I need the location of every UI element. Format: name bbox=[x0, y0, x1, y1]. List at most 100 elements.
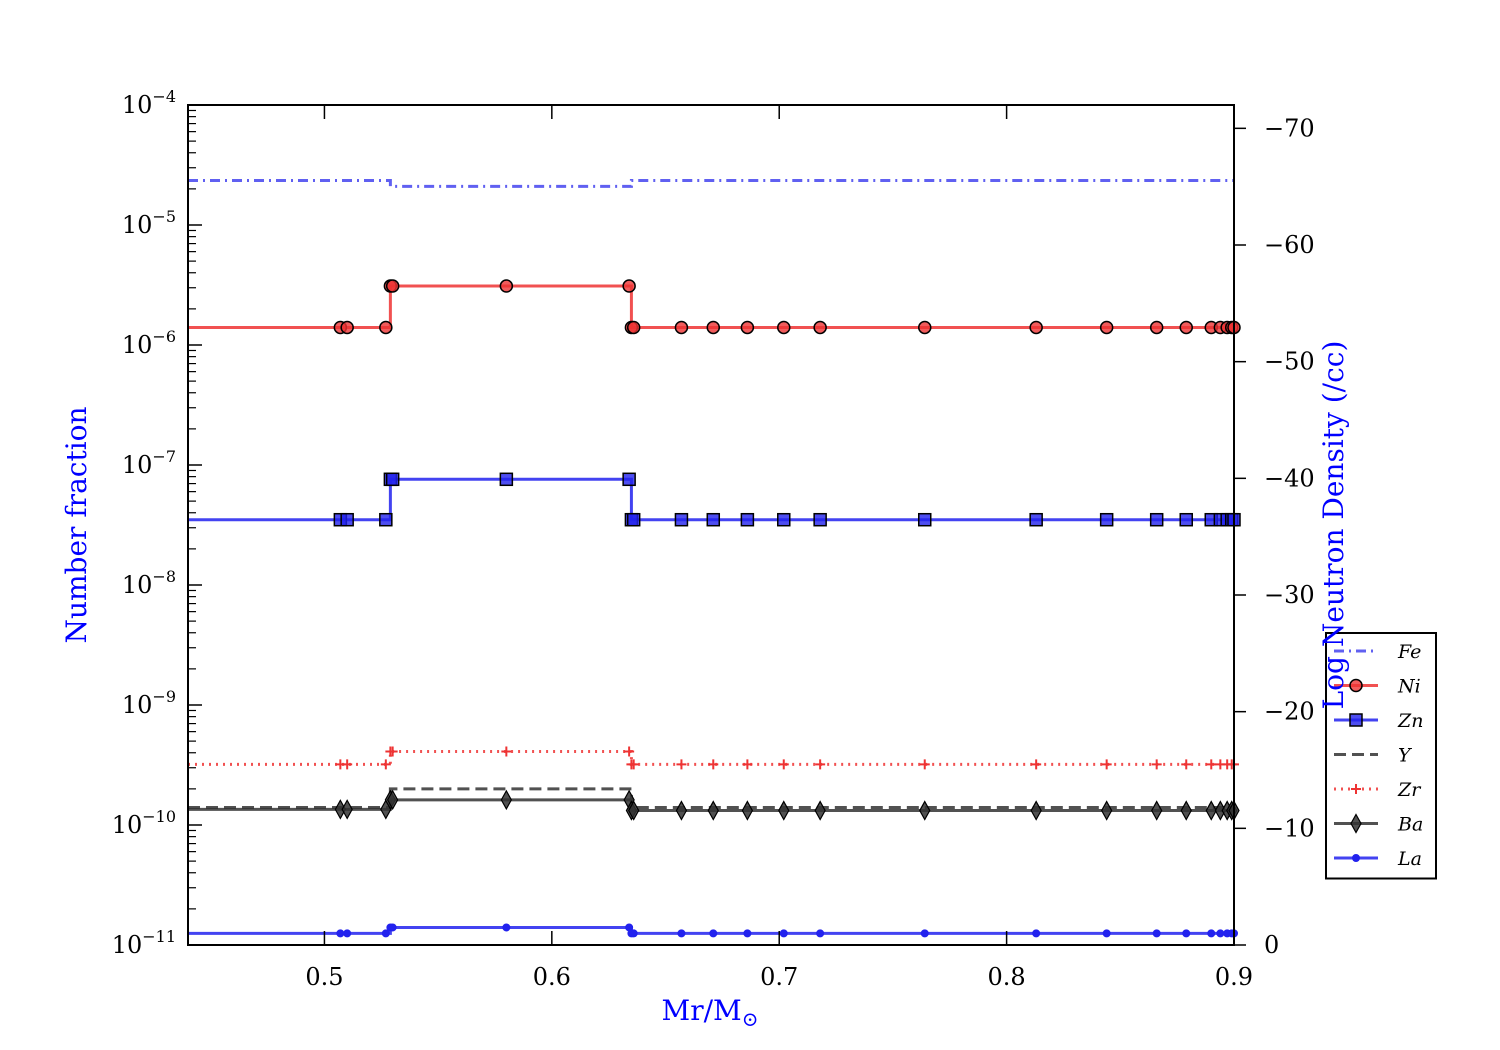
y-right-tick-label: −70 bbox=[1264, 114, 1315, 142]
marker-zn bbox=[379, 512, 393, 527]
marker-la bbox=[381, 929, 390, 938]
legend-marker-la bbox=[1352, 854, 1360, 862]
x-tick-label: 0.5 bbox=[305, 963, 343, 991]
y-left-tick-label: 10−8 bbox=[122, 567, 176, 599]
x-axis-title-sun: ⊙ bbox=[742, 1007, 759, 1031]
tick-exponent: −8 bbox=[152, 567, 176, 586]
y-right-tick-label: −20 bbox=[1264, 698, 1315, 726]
series-zn bbox=[188, 472, 1241, 527]
marker-zr bbox=[708, 759, 719, 770]
marker-zr bbox=[1181, 759, 1192, 770]
marker-la bbox=[1152, 929, 1161, 938]
marker-ni bbox=[340, 320, 354, 335]
marker-zr bbox=[1101, 759, 1112, 770]
marker-ni bbox=[706, 320, 721, 335]
marker-zn bbox=[622, 472, 636, 487]
y-right-tick-label: −50 bbox=[1264, 348, 1315, 376]
marker-la bbox=[920, 929, 929, 938]
marker-zr bbox=[342, 759, 353, 770]
marker-zr bbox=[380, 759, 391, 770]
tick-exponent: −10 bbox=[142, 807, 176, 826]
marker-zn bbox=[917, 512, 932, 527]
marker-zr bbox=[815, 759, 826, 770]
marker-ba bbox=[778, 800, 790, 821]
marker-la bbox=[1102, 929, 1111, 938]
tick-exponent: −9 bbox=[152, 687, 176, 706]
marker-zn bbox=[740, 512, 755, 527]
marker-ni bbox=[626, 320, 641, 335]
marker-zr bbox=[387, 746, 398, 757]
y-left-tick-label: 10−10 bbox=[112, 807, 176, 839]
marker-zn bbox=[340, 512, 354, 527]
tick-exponent: −4 bbox=[152, 87, 176, 106]
tick-base: 10 bbox=[122, 571, 153, 599]
marker-zn bbox=[626, 512, 641, 527]
tick-exponent: −5 bbox=[152, 207, 176, 226]
tick-base: 10 bbox=[112, 811, 143, 839]
legend-marker-zr bbox=[1351, 784, 1361, 794]
marker-ni bbox=[674, 320, 689, 335]
marker-zn bbox=[706, 512, 721, 527]
legend-label-y: Y bbox=[1398, 745, 1413, 767]
marker-la bbox=[502, 923, 511, 932]
legend-label-fe: Fe bbox=[1397, 641, 1421, 663]
marker-la bbox=[1216, 929, 1225, 938]
marker-la bbox=[779, 929, 788, 938]
y-left-tick-label: 10−9 bbox=[122, 687, 176, 719]
marker-ba bbox=[1030, 800, 1042, 821]
tick-exponent: −6 bbox=[152, 327, 176, 346]
plot-frame bbox=[187, 104, 1235, 946]
y-left-tick-label: 10−5 bbox=[122, 207, 176, 239]
x-axis-title-main: Mr/M bbox=[662, 994, 742, 1027]
marker-ni bbox=[622, 279, 636, 293]
x-tick-label: 0.6 bbox=[533, 963, 571, 991]
marker-zn bbox=[1099, 512, 1114, 527]
legend-marker-zn bbox=[1349, 713, 1363, 727]
y-right-tick-label: −10 bbox=[1264, 814, 1315, 842]
marker-zr bbox=[676, 759, 687, 770]
y-right-tick-label: 0 bbox=[1264, 931, 1279, 959]
marker-la bbox=[629, 929, 638, 938]
x-tick-label: 0.8 bbox=[988, 963, 1026, 991]
marker-ni bbox=[1029, 320, 1043, 335]
marker-ni bbox=[379, 320, 393, 335]
marker-ba bbox=[1205, 800, 1217, 821]
marker-ba bbox=[1180, 800, 1192, 821]
marker-ba bbox=[341, 799, 353, 820]
marker-ni bbox=[1149, 320, 1164, 335]
marker-zr bbox=[1151, 759, 1162, 770]
legend-label-ni: Ni bbox=[1397, 676, 1421, 698]
series-ni bbox=[188, 279, 1241, 335]
marker-ba bbox=[500, 789, 513, 811]
y-left-tick-label: 10−11 bbox=[112, 927, 176, 959]
tick-base: 10 bbox=[122, 691, 153, 719]
legend-marker-ni bbox=[1349, 678, 1363, 693]
marker-ba bbox=[1100, 800, 1113, 821]
tick-base: 10 bbox=[112, 931, 143, 959]
marker-ni bbox=[813, 320, 827, 335]
marker-la bbox=[388, 923, 397, 932]
marker-ni bbox=[1099, 320, 1114, 335]
marker-la bbox=[816, 929, 825, 938]
marker-ni bbox=[917, 320, 932, 335]
axes-layer: 0.5 0.6 0.7 0.8 0.910−410−510−610−710−810−91… bbox=[112, 87, 1315, 991]
tick-base: 10 bbox=[122, 451, 153, 479]
marker-ba bbox=[814, 800, 826, 821]
series-ba bbox=[188, 789, 1240, 821]
marker-ba bbox=[919, 800, 931, 821]
marker-ni bbox=[499, 279, 514, 293]
series-line-zr bbox=[188, 749, 1234, 766]
x-tick-label: 0.7 bbox=[760, 963, 798, 991]
legend-label-ba: Ba bbox=[1397, 814, 1423, 836]
marker-zr bbox=[501, 746, 512, 757]
marker-la bbox=[343, 929, 352, 938]
y-right-tick-label: −30 bbox=[1264, 581, 1315, 609]
y-axis-left-title: Number fraction bbox=[60, 406, 93, 643]
marker-la bbox=[1207, 929, 1216, 938]
tick-base: 10 bbox=[122, 91, 153, 119]
marker-zn bbox=[385, 472, 400, 487]
marker-zr bbox=[742, 759, 753, 770]
marker-zn bbox=[674, 512, 689, 527]
marker-zr bbox=[624, 746, 635, 757]
